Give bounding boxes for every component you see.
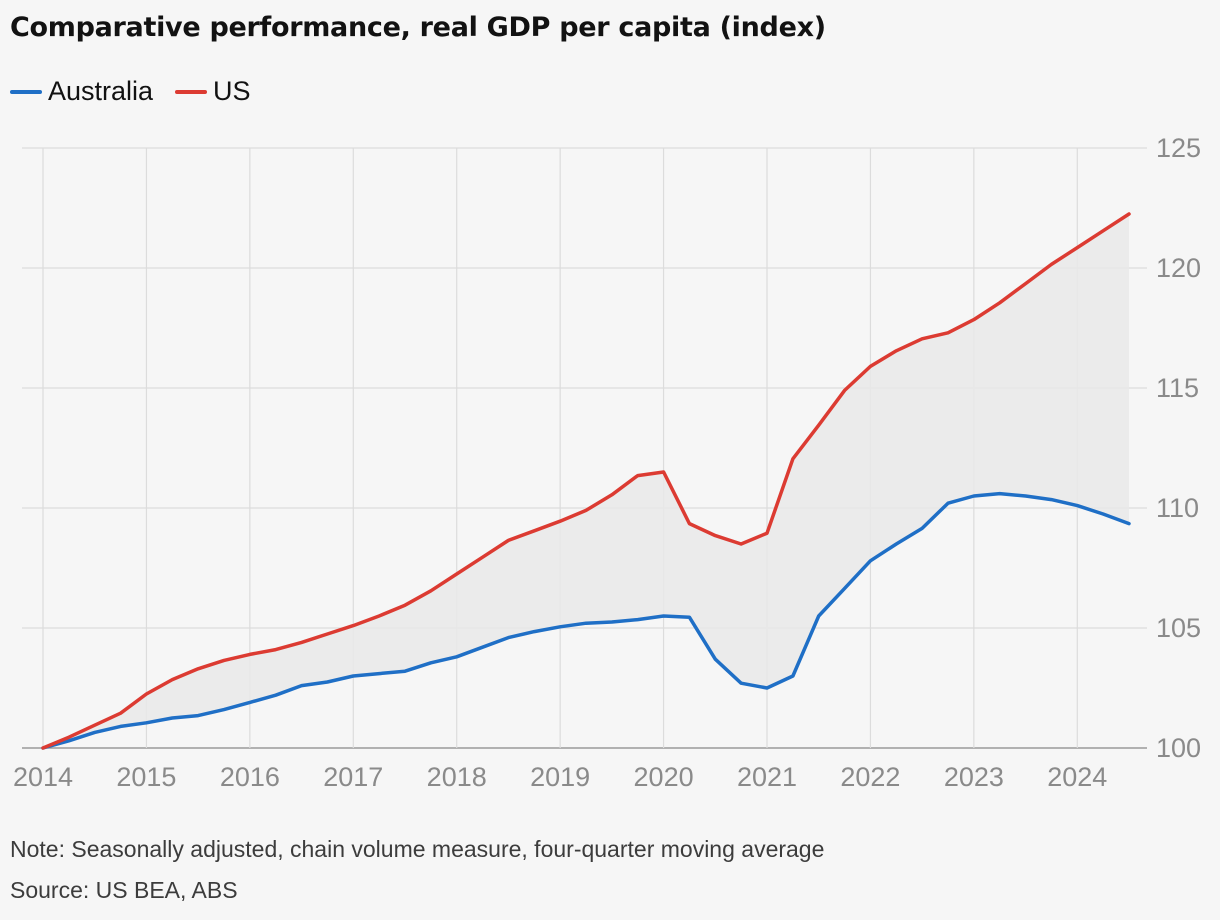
series-line-us (41, 212, 1131, 750)
x-tick-label-2014: 2014 (13, 762, 73, 792)
chart-source: Source: US BEA, ABS (10, 877, 238, 903)
x-tick-label-2018: 2018 (427, 762, 487, 792)
legend-item-us: US (175, 76, 251, 107)
y-tick-label-115: 115 (1156, 373, 1199, 403)
legend: Australia US (10, 76, 273, 107)
y-tick-label-120: 120 (1156, 253, 1201, 283)
x-tick-label-2020: 2020 (634, 762, 694, 792)
x-tick-label-2015: 2015 (116, 762, 176, 792)
legend-swatch-australia (10, 89, 42, 94)
legend-item-australia: Australia (10, 76, 153, 107)
x-tick-label-2019: 2019 (530, 762, 590, 792)
y-tick-label-125: 125 (1156, 133, 1201, 163)
chart-note: Note: Seasonally adjusted, chain volume … (10, 836, 825, 862)
series-line-australia (41, 491, 1131, 750)
gap-shaded-area (43, 214, 1129, 748)
chart-title: Comparative performance, real GDP per ca… (10, 12, 826, 43)
y-tick-label-105: 105 (1156, 613, 1201, 643)
area-layer (43, 214, 1129, 748)
x-tick-label-2017: 2017 (323, 762, 383, 792)
x-tick-label-2016: 2016 (220, 762, 280, 792)
line-layer (41, 212, 1131, 750)
legend-label-australia: Australia (48, 76, 154, 106)
y-tick-label-100: 100 (1156, 733, 1201, 763)
tick-label-layer: 100 105 110 115 120 125 2014 2015 2016 2017 2018 20… (13, 133, 1201, 792)
x-tick-label-2023: 2023 (944, 762, 1004, 792)
x-tick-label-2022: 2022 (840, 762, 900, 792)
y-tick-label-110: 110 (1156, 493, 1199, 523)
x-tick-label-2021: 2021 (737, 762, 797, 792)
x-tick-label-2024: 2024 (1047, 762, 1107, 792)
legend-label-us: US (213, 76, 251, 106)
legend-swatch-us (175, 89, 208, 94)
